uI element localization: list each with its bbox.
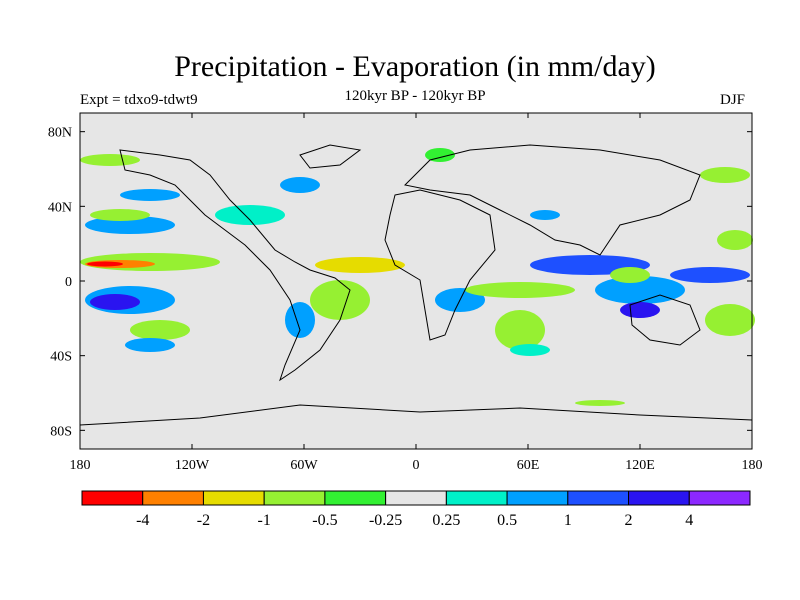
- season-label: DJF: [720, 92, 746, 108]
- colorbar-swatch: [567, 490, 630, 506]
- colorbar-label: -2: [197, 512, 210, 529]
- colorbar-swatch: [263, 490, 326, 506]
- map-title: Precipitation - Evaporation (in mm/day): [174, 50, 656, 83]
- x-tick-label: 0: [413, 458, 420, 473]
- colorbar-swatch: [324, 490, 387, 506]
- colorbar-swatch: [445, 490, 508, 506]
- colorbar-label: -4: [136, 512, 149, 529]
- y-tick-label: 0: [65, 275, 72, 290]
- colorbar-swatch: [688, 490, 751, 506]
- colorbar-label: 1: [564, 512, 572, 529]
- anomaly-patches: [80, 148, 755, 406]
- colorbar: -4 -2 -1 -0.5 -0.25 0.25 0.5 1 2 4: [81, 490, 751, 529]
- experiment-label: Expt = tdxo9-tdwt9: [80, 92, 198, 108]
- x-tick-label: 120W: [175, 458, 210, 473]
- field-layer: [80, 113, 755, 449]
- colorbar-swatch: [142, 490, 204, 506]
- x-tick-label: 180: [742, 458, 763, 473]
- colorbar-swatch: [385, 490, 447, 506]
- colorbar-label: 2: [625, 512, 633, 529]
- x-tick-label: 60W: [290, 458, 318, 473]
- colorbar-label: 4: [685, 512, 693, 529]
- africa-coast: [384, 189, 496, 341]
- colorbar-label: -1: [258, 512, 271, 529]
- colorbar-swatch: [202, 490, 265, 506]
- antarctica-coast: [79, 404, 753, 426]
- colorbar-swatch: [81, 490, 144, 506]
- y-tick-label: 40S: [50, 350, 72, 365]
- map-subtitle: 120kyr BP - 120kyr BP: [344, 88, 486, 104]
- map-axes: 180 120W 60W 0 60E 120E 180 80N 40N 0 40S 80S: [48, 113, 763, 473]
- colorbar-label: -0.5: [312, 512, 337, 529]
- x-tick-label: 60E: [517, 458, 540, 473]
- colorbar-label: 0.5: [497, 512, 517, 529]
- colorbar-swatch: [628, 490, 690, 506]
- y-tick-label: 80S: [50, 424, 72, 439]
- x-tick-label: 120E: [625, 458, 655, 473]
- coastlines: [79, 144, 753, 426]
- eurasia-coast: [403, 144, 701, 256]
- colorbar-swatch: [506, 490, 569, 506]
- x-tick-label: 180: [70, 458, 91, 473]
- greenland-coast: [299, 144, 362, 169]
- australia-coast: [629, 294, 701, 346]
- americas-coast: [119, 149, 351, 382]
- y-tick-label: 80N: [48, 126, 72, 141]
- y-tick-label: 40N: [48, 200, 72, 215]
- colorbar-label: 0.25: [432, 512, 460, 529]
- colorbar-label: -0.25: [369, 512, 402, 529]
